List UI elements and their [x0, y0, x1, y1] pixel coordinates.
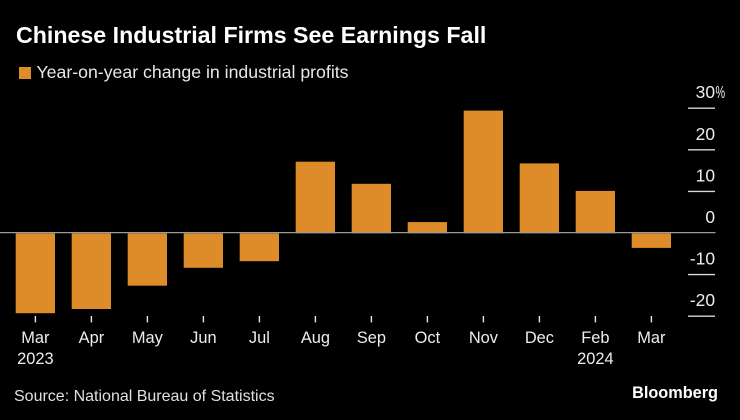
svg-text:May: May	[132, 329, 164, 347]
svg-text:Mar: Mar	[637, 329, 666, 347]
svg-text:Apr: Apr	[79, 329, 105, 347]
svg-text:%: %	[716, 84, 726, 103]
svg-text:2023: 2023	[17, 350, 53, 368]
svg-text:30: 30	[696, 82, 715, 102]
svg-text:20: 20	[696, 124, 715, 144]
svg-text:-10: -10	[690, 249, 715, 269]
svg-text:Feb: Feb	[581, 329, 609, 347]
svg-text:Aug: Aug	[301, 329, 330, 347]
svg-text:Dec: Dec	[525, 329, 554, 347]
svg-text:Nov: Nov	[469, 329, 499, 347]
svg-text:0: 0	[705, 207, 715, 227]
svg-text:-20: -20	[690, 290, 715, 310]
svg-text:2024: 2024	[577, 350, 613, 368]
svg-text:Jun: Jun	[190, 329, 216, 347]
svg-text:10: 10	[696, 165, 715, 185]
svg-text:Mar: Mar	[21, 329, 50, 347]
svg-text:Jul: Jul	[249, 329, 270, 347]
svg-text:Sep: Sep	[357, 329, 386, 347]
svg-text:Oct: Oct	[415, 329, 441, 347]
